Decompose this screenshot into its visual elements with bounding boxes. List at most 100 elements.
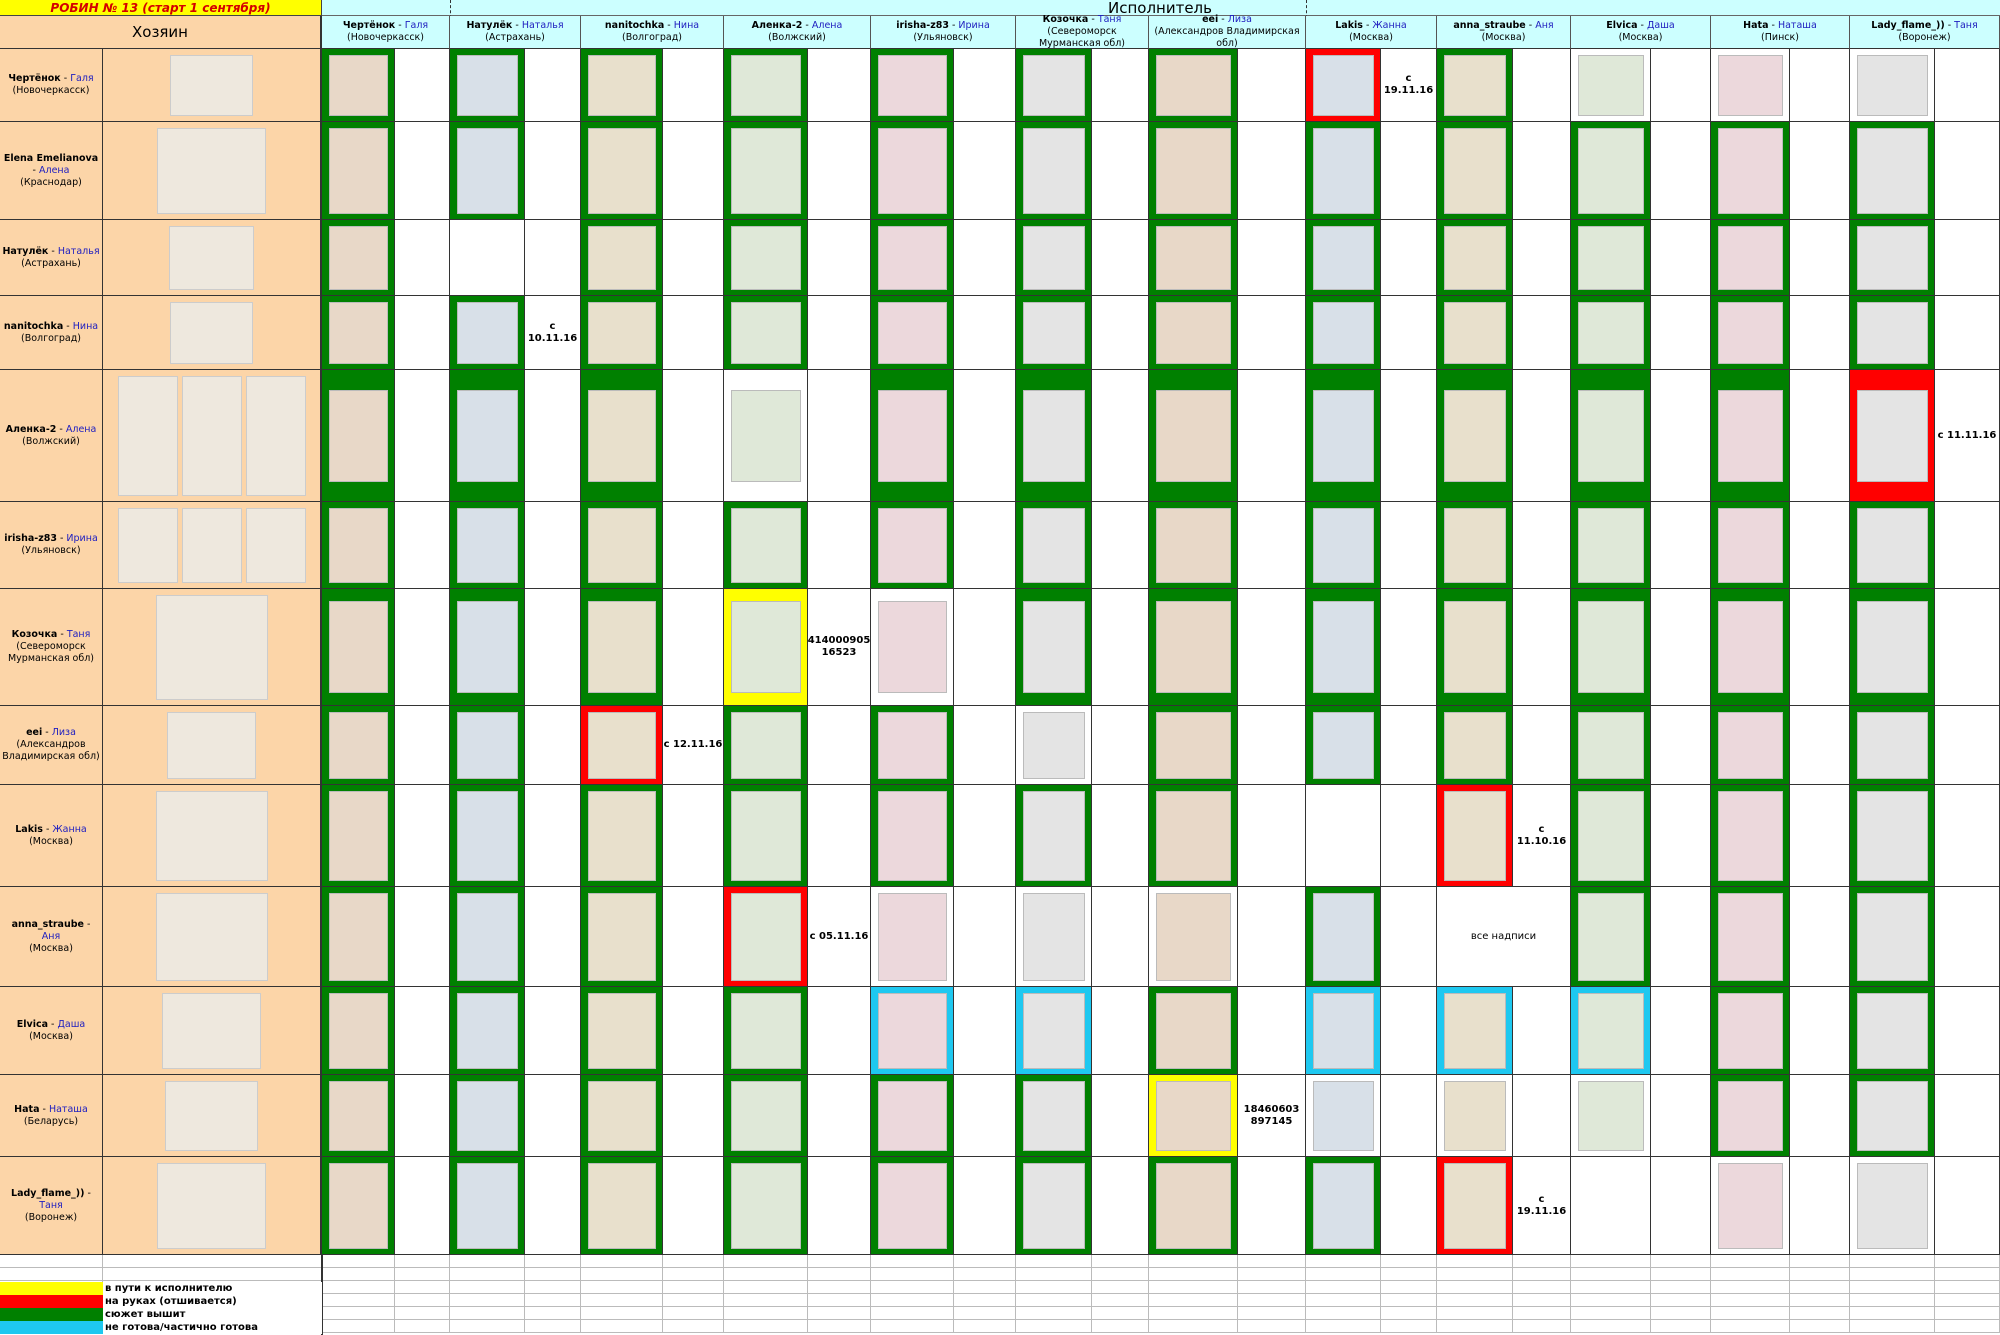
status-cell[interactable] — [1571, 220, 1651, 296]
status-cell[interactable] — [450, 887, 525, 987]
status-cell[interactable] — [724, 887, 808, 987]
embroidery-thumbnail[interactable] — [587, 1162, 656, 1249]
status-cell[interactable] — [1571, 785, 1651, 887]
status-cell[interactable] — [1437, 785, 1513, 887]
status-cell[interactable] — [1149, 1157, 1238, 1255]
embroidery-thumbnail[interactable] — [1443, 1162, 1506, 1249]
embroidery-thumbnail[interactable] — [1155, 1080, 1231, 1151]
embroidery-thumbnail[interactable] — [877, 1162, 947, 1249]
embroidery-thumbnail[interactable] — [587, 892, 656, 981]
status-cell[interactable] — [1711, 1075, 1790, 1157]
status-cell[interactable] — [724, 502, 808, 589]
status-cell[interactable] — [581, 589, 663, 706]
status-cell[interactable] — [581, 502, 663, 589]
embroidery-thumbnail[interactable] — [730, 507, 801, 583]
embroidery-thumbnail[interactable] — [456, 301, 518, 364]
embroidery-thumbnail[interactable] — [1312, 892, 1374, 981]
status-cell[interactable] — [871, 370, 954, 502]
embroidery-thumbnail[interactable] — [1022, 225, 1085, 290]
status-cell[interactable] — [1437, 370, 1513, 502]
status-cell[interactable] — [1149, 220, 1238, 296]
status-cell[interactable] — [322, 1157, 395, 1255]
embroidery-thumbnail[interactable] — [587, 711, 656, 779]
embroidery-thumbnail[interactable] — [1443, 507, 1506, 583]
status-cell[interactable] — [1306, 887, 1381, 987]
status-cell[interactable] — [322, 220, 395, 296]
performer-header[interactable]: Натулёк - Наталья (Астрахань) — [450, 16, 581, 49]
performer-header[interactable]: anna_straube - Аня (Москва) — [1437, 16, 1571, 49]
embroidery-thumbnail[interactable] — [587, 1080, 656, 1151]
status-cell[interactable] — [1306, 589, 1381, 706]
status-cell[interactable] — [1571, 49, 1651, 122]
status-cell[interactable] — [724, 122, 808, 220]
embroidery-thumbnail[interactable] — [1155, 225, 1231, 290]
status-cell[interactable] — [724, 49, 808, 122]
status-cell[interactable] — [1571, 502, 1651, 589]
embroidery-thumbnail[interactable] — [1443, 127, 1506, 214]
embroidery-thumbnail[interactable] — [1717, 992, 1783, 1069]
embroidery-thumbnail[interactable] — [456, 507, 518, 583]
embroidery-thumbnail[interactable] — [587, 389, 656, 482]
embroidery-thumbnail[interactable] — [328, 507, 388, 583]
status-cell[interactable] — [1571, 887, 1651, 987]
embroidery-thumbnail[interactable] — [587, 507, 656, 583]
status-cell[interactable] — [1711, 220, 1790, 296]
status-cell[interactable] — [450, 49, 525, 122]
status-cell[interactable] — [1850, 220, 1935, 296]
embroidery-thumbnail[interactable] — [1577, 127, 1644, 214]
status-cell[interactable] — [724, 296, 808, 370]
embroidery-thumbnail[interactable] — [1443, 225, 1506, 290]
embroidery-thumbnail[interactable] — [1717, 301, 1783, 364]
embroidery-thumbnail[interactable] — [456, 127, 518, 214]
status-cell[interactable] — [1437, 589, 1513, 706]
embroidery-thumbnail[interactable] — [1155, 892, 1231, 981]
embroidery-thumbnail[interactable] — [730, 790, 801, 881]
status-cell[interactable] — [322, 887, 395, 987]
status-cell[interactable] — [450, 1075, 525, 1157]
embroidery-thumbnail[interactable] — [1577, 301, 1644, 364]
status-cell[interactable] — [581, 1157, 663, 1255]
status-cell[interactable] — [1437, 49, 1513, 122]
status-cell[interactable] — [450, 706, 525, 785]
embroidery-thumbnail[interactable] — [328, 992, 388, 1069]
embroidery-thumbnail[interactable] — [1312, 992, 1374, 1069]
embroidery-thumbnail[interactable] — [1443, 992, 1506, 1069]
embroidery-thumbnail[interactable] — [587, 225, 656, 290]
embroidery-thumbnail[interactable] — [1577, 790, 1644, 881]
status-cell[interactable] — [450, 502, 525, 589]
embroidery-thumbnail[interactable] — [1717, 1162, 1783, 1249]
embroidery-thumbnail[interactable] — [1717, 389, 1783, 482]
embroidery-thumbnail[interactable] — [328, 1080, 388, 1151]
embroidery-thumbnail[interactable] — [1577, 992, 1644, 1069]
embroidery-thumbnail[interactable] — [1856, 892, 1928, 981]
status-cell[interactable] — [1437, 296, 1513, 370]
status-cell[interactable] — [322, 296, 395, 370]
embroidery-thumbnail[interactable] — [1443, 790, 1506, 881]
status-cell[interactable] — [1850, 1157, 1935, 1255]
status-cell[interactable] — [450, 987, 525, 1075]
embroidery-thumbnail[interactable] — [730, 601, 801, 693]
status-cell[interactable] — [1149, 1075, 1238, 1157]
status-cell[interactable] — [1306, 122, 1381, 220]
embroidery-thumbnail[interactable] — [1155, 992, 1231, 1069]
performer-header[interactable]: Аленка-2 - Алена (Волжский) — [724, 16, 871, 49]
embroidery-thumbnail[interactable] — [1717, 601, 1783, 693]
embroidery-thumbnail[interactable] — [1022, 1162, 1085, 1249]
embroidery-thumbnail[interactable] — [1856, 992, 1928, 1069]
status-cell[interactable] — [1571, 296, 1651, 370]
embroidery-thumbnail[interactable] — [456, 711, 518, 779]
status-cell[interactable] — [1711, 122, 1790, 220]
embroidery-thumbnail[interactable] — [1577, 389, 1644, 482]
status-cell[interactable] — [724, 589, 808, 706]
status-cell[interactable] — [322, 122, 395, 220]
embroidery-thumbnail[interactable] — [1577, 1080, 1644, 1151]
embroidery-thumbnail[interactable] — [1717, 225, 1783, 290]
status-cell[interactable] — [1437, 1157, 1513, 1255]
embroidery-thumbnail[interactable] — [1312, 301, 1374, 364]
embroidery-thumbnail[interactable] — [730, 54, 801, 116]
embroidery-thumbnail[interactable] — [587, 790, 656, 881]
embroidery-thumbnail[interactable] — [328, 127, 388, 214]
status-cell[interactable] — [1850, 785, 1935, 887]
status-cell[interactable] — [1016, 220, 1092, 296]
status-cell[interactable] — [871, 706, 954, 785]
